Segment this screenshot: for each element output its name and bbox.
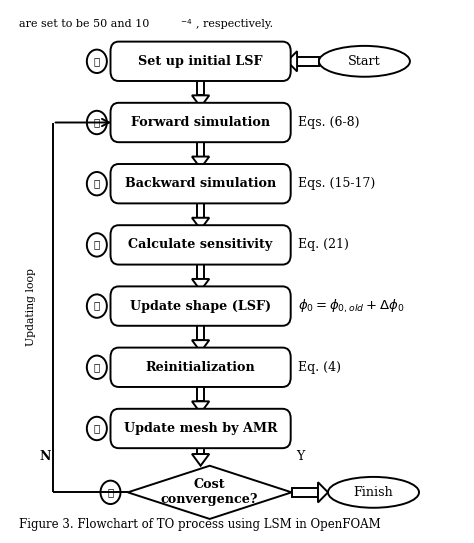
Text: Y: Y (296, 450, 304, 463)
Polygon shape (197, 444, 204, 454)
Text: ④: ④ (94, 241, 100, 249)
Text: ⑥: ⑥ (94, 363, 100, 372)
Polygon shape (192, 401, 209, 413)
Text: $\phi_0 = \phi_{0,old} + \Delta\phi_0$: $\phi_0 = \phi_{0,old} + \Delta\phi_0$ (299, 298, 405, 315)
Text: ②: ② (94, 118, 100, 127)
FancyBboxPatch shape (110, 409, 291, 448)
Polygon shape (128, 466, 292, 519)
Polygon shape (192, 279, 209, 291)
Text: Eqs. (6-8): Eqs. (6-8) (299, 116, 360, 129)
Polygon shape (192, 340, 209, 352)
Text: ⑤: ⑤ (94, 301, 100, 311)
Text: Finish: Finish (354, 486, 393, 499)
Text: ③: ③ (94, 179, 100, 188)
Text: Figure 3. Flowchart of TO process using LSM in OpenFOAM: Figure 3. Flowchart of TO process using … (18, 518, 380, 531)
Text: ⑧: ⑧ (108, 488, 114, 497)
Text: Set up initial LSF: Set up initial LSF (138, 55, 263, 68)
FancyBboxPatch shape (110, 103, 291, 142)
Polygon shape (197, 260, 204, 279)
Text: , respectively.: , respectively. (196, 18, 273, 29)
Polygon shape (318, 482, 328, 502)
Text: Start: Start (348, 55, 381, 68)
Polygon shape (192, 156, 209, 168)
Polygon shape (192, 454, 209, 466)
Text: ①: ① (94, 57, 100, 66)
Text: Eq. (21): Eq. (21) (299, 238, 349, 251)
Text: Calculate sensitivity: Calculate sensitivity (128, 238, 273, 251)
Text: N: N (39, 450, 50, 463)
Polygon shape (197, 138, 204, 156)
Text: Update mesh by AMR: Update mesh by AMR (124, 422, 277, 435)
Text: Eq. (4): Eq. (4) (299, 361, 341, 374)
Polygon shape (292, 488, 318, 497)
Text: Backward simulation: Backward simulation (125, 177, 276, 190)
FancyBboxPatch shape (110, 225, 291, 264)
Ellipse shape (328, 477, 419, 508)
Text: are set to be 50 and 10: are set to be 50 and 10 (18, 18, 149, 29)
FancyBboxPatch shape (110, 286, 291, 326)
FancyBboxPatch shape (110, 42, 291, 81)
FancyBboxPatch shape (110, 348, 291, 387)
FancyBboxPatch shape (110, 164, 291, 204)
Polygon shape (197, 77, 204, 96)
Polygon shape (297, 57, 319, 66)
Text: Update shape (LSF): Update shape (LSF) (130, 300, 271, 313)
Text: Eqs. (15-17): Eqs. (15-17) (299, 177, 376, 190)
Polygon shape (192, 218, 209, 230)
Text: Reinitialization: Reinitialization (146, 361, 255, 374)
Text: ⑦: ⑦ (94, 424, 100, 433)
Text: Forward simulation: Forward simulation (131, 116, 270, 129)
Text: Cost
convergence?: Cost convergence? (161, 478, 258, 506)
Text: $^{-4}$: $^{-4}$ (180, 18, 192, 29)
Ellipse shape (319, 46, 410, 77)
Polygon shape (197, 321, 204, 340)
Text: Updating loop: Updating loop (27, 268, 36, 346)
Polygon shape (197, 383, 204, 401)
Polygon shape (287, 51, 297, 72)
Polygon shape (192, 96, 209, 107)
Polygon shape (197, 199, 204, 218)
